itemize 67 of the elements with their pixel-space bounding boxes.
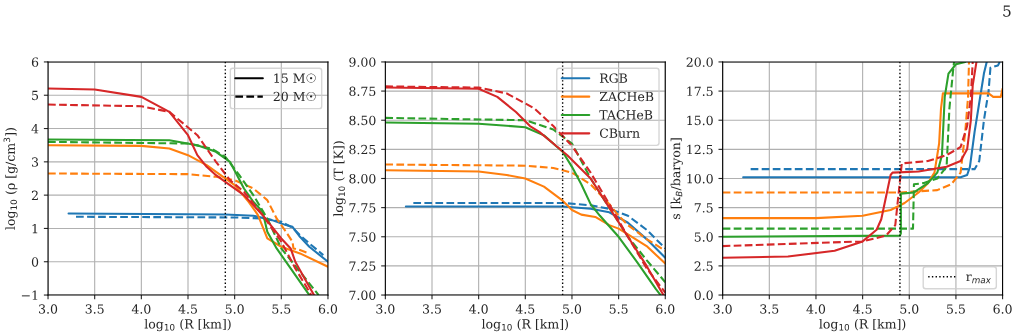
y-tick-label: −1 <box>21 290 38 300</box>
y-tick-label: 7.50 <box>349 232 376 242</box>
y-tick-label: 8.50 <box>349 115 376 126</box>
line-series <box>67 212 328 263</box>
x-tick-label: 5.5 <box>609 304 628 314</box>
y-tick-label: 7.25 <box>349 261 376 271</box>
line-series <box>385 169 666 265</box>
x-tick-label: 3.5 <box>760 304 779 314</box>
x-tick-label: 4.5 <box>178 304 197 314</box>
x-tick-label: 3.5 <box>423 304 441 314</box>
y-tick-label: 7.00 <box>349 290 376 300</box>
annotation: 20 M☉ <box>273 91 316 102</box>
x-tick-label: 4.5 <box>515 304 535 314</box>
y-tick-label: 4 <box>31 124 39 134</box>
y-tick-label: 1 <box>32 223 38 234</box>
y-tick-label: 10.0 <box>687 173 713 184</box>
legend-label: ZACHeB <box>599 91 654 102</box>
x-tick-label: 5.0 <box>563 304 582 314</box>
y-tick-label: 7.75 <box>349 203 376 213</box>
y-tick-label: 0 <box>31 257 39 267</box>
x-tick-label: 3.0 <box>376 304 395 314</box>
y-axis-title: log$_{10}$ (ρ [g/cm$^{3}$]) <box>3 128 18 230</box>
x-tick-label: 5.5 <box>272 304 291 314</box>
y-axis-title: s [k$_{B}$/baryon] <box>670 138 683 220</box>
x-axis-title: log$_{10}$ (R [km]) <box>481 318 568 332</box>
x-tick-label: 6.0 <box>993 304 1012 314</box>
x-axis-title: log$_{10}$ (R [km]) <box>819 318 906 332</box>
y-tick-label: 5.0 <box>694 232 713 242</box>
line-series <box>385 163 666 252</box>
y-tick-label: 7.5 <box>694 203 713 213</box>
y-tick-label: 3 <box>32 157 39 167</box>
x-tick-label: 3.0 <box>713 304 732 314</box>
x-tick-label: 6.0 <box>656 304 675 314</box>
y-tick-label: 8.25 <box>349 144 376 155</box>
y-tick-label: 5 <box>32 90 39 101</box>
line-series <box>404 205 666 259</box>
legend-label: RGB <box>599 73 628 83</box>
x-tick-label: 3.5 <box>85 304 104 314</box>
x-tick-label: 4.0 <box>131 304 151 314</box>
x-tick-label: 6.0 <box>318 304 338 314</box>
x-tick-label: 5.5 <box>947 304 965 314</box>
line-series <box>48 144 328 268</box>
y-tick-label: 2 <box>31 190 38 200</box>
y-tick-label: 17.5 <box>687 86 713 96</box>
y-tick-label: 8.00 <box>349 173 376 184</box>
x-tick-label: 5.0 <box>225 304 244 314</box>
y-tick-label: 0.0 <box>694 290 713 300</box>
x-axis-title: log$_{10}$ (R [km]) <box>144 318 231 332</box>
y-tick-label: 9.00 <box>349 57 376 67</box>
y-tick-label: 20.0 <box>686 57 713 67</box>
x-tick-label: 5.0 <box>900 304 919 314</box>
x-tick-label: 4.0 <box>469 304 488 314</box>
annotation: 15 M☉ <box>274 73 316 83</box>
ref-line-label: r$_{max}$ <box>966 274 991 284</box>
y-tick-label: 15.0 <box>687 115 713 126</box>
x-tick-label: 4.5 <box>853 304 872 314</box>
y-tick-label: 12.5 <box>687 144 713 155</box>
legend-label: CBurn <box>599 128 640 138</box>
y-tick-label: 8.75 <box>349 86 376 96</box>
y-tick-label: 6 <box>31 57 39 67</box>
y-tick-label: 2.5 <box>694 261 713 271</box>
x-tick-label: 3.0 <box>39 304 58 314</box>
y-axis-title: log$_{10}$ (T [K]) <box>333 141 346 217</box>
legend-label: TACHeB <box>599 110 653 120</box>
text: 5 <box>1003 5 1011 17</box>
line-series <box>74 215 325 257</box>
x-tick-label: 4.0 <box>806 304 826 314</box>
